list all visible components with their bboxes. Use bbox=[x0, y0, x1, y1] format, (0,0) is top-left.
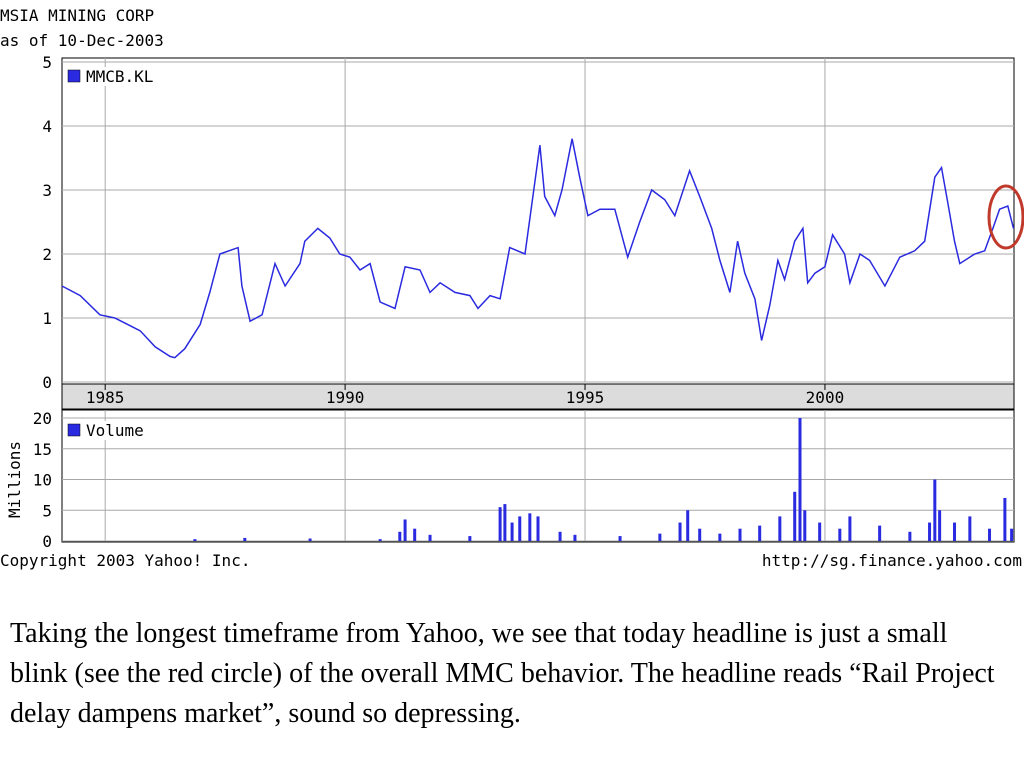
y-tick-label: 2 bbox=[42, 245, 52, 264]
chart-subtitle: as of 10-Dec-2003 bbox=[0, 31, 164, 50]
volume-bar bbox=[403, 519, 407, 541]
x-tick-label: 1985 bbox=[86, 388, 125, 407]
legend-swatch bbox=[67, 423, 81, 437]
volume-bar bbox=[243, 537, 247, 541]
chart: MSIA MINING CORP as of 10-Dec-2003 Copyr… bbox=[0, 6, 1024, 570]
volume-bar bbox=[838, 528, 842, 541]
volume-bar bbox=[308, 538, 312, 541]
y-tick-label: 15 bbox=[33, 440, 52, 459]
y-tick-label: 4 bbox=[42, 117, 52, 136]
volume-bar bbox=[1003, 497, 1007, 541]
volume-bar bbox=[503, 504, 507, 541]
volume-bar bbox=[793, 491, 797, 541]
volume-bar bbox=[378, 539, 382, 541]
volume-bar bbox=[618, 536, 622, 541]
volume-bar bbox=[428, 534, 432, 541]
legend-background bbox=[85, 67, 155, 86]
volume-bar bbox=[738, 528, 742, 541]
caption: Taking the longest timeframe from Yahoo,… bbox=[10, 618, 995, 729]
y-tick-label: 0 bbox=[42, 532, 52, 551]
volume-bar bbox=[1010, 528, 1014, 541]
plot-area bbox=[61, 57, 1015, 385]
volume-bar bbox=[193, 539, 197, 541]
x-tick-label: 1995 bbox=[566, 388, 605, 407]
y-tick-label: 20 bbox=[33, 409, 52, 428]
volume-bar bbox=[536, 516, 540, 541]
volume-bar bbox=[933, 479, 937, 541]
volume-bar bbox=[698, 528, 702, 541]
volume-bar bbox=[718, 533, 722, 541]
volume-bar bbox=[803, 510, 807, 541]
chart-title: MSIA MINING CORP bbox=[0, 6, 154, 25]
footer-right: http://sg.finance.yahoo.com bbox=[762, 551, 1022, 570]
volume-bar bbox=[848, 516, 852, 541]
volume-bar bbox=[686, 510, 690, 541]
y-tick-label: 5 bbox=[42, 501, 52, 520]
volume-bar bbox=[798, 418, 802, 541]
legend-label: Volume bbox=[86, 421, 144, 440]
price-line bbox=[61, 138, 1015, 359]
volume-bar bbox=[498, 507, 502, 541]
legend-swatch bbox=[67, 69, 81, 83]
volume-bar bbox=[908, 531, 912, 541]
volume-bar bbox=[468, 536, 472, 541]
legend-background bbox=[85, 421, 145, 440]
volume-bar bbox=[988, 528, 992, 541]
volume-bar bbox=[528, 513, 532, 541]
volume-bar bbox=[878, 525, 882, 541]
volume-bar bbox=[778, 516, 782, 541]
x-tick-label: 2000 bbox=[806, 388, 845, 407]
x-tick-label: 1990 bbox=[326, 388, 365, 407]
volume-bar bbox=[678, 522, 682, 541]
x-axis-band bbox=[61, 383, 1015, 410]
volume-bar bbox=[398, 531, 402, 541]
volume-bar bbox=[510, 522, 514, 541]
volume-bar bbox=[413, 528, 417, 541]
highlight-circle bbox=[987, 184, 1024, 250]
y-tick-label: 0 bbox=[42, 373, 52, 392]
volume-bar bbox=[518, 516, 522, 541]
y-axis-label: Millions bbox=[5, 441, 24, 518]
volume-bar bbox=[558, 531, 562, 541]
volume-bar bbox=[573, 534, 577, 541]
legend-label: MMCB.KL bbox=[86, 67, 153, 86]
volume-bar bbox=[658, 533, 662, 541]
y-tick-label: 5 bbox=[42, 53, 52, 72]
y-tick-label: 3 bbox=[42, 181, 52, 200]
volume-bar bbox=[938, 510, 942, 541]
y-tick-label: 10 bbox=[33, 471, 52, 490]
footer-left: Copyright 2003 Yahoo! Inc. bbox=[0, 551, 250, 570]
volume-bar bbox=[953, 522, 956, 541]
volume-bar bbox=[968, 516, 972, 541]
volume-bar bbox=[928, 522, 932, 541]
volume-bar bbox=[758, 525, 762, 541]
volume-bar bbox=[818, 522, 822, 541]
y-tick-label: 1 bbox=[42, 309, 52, 328]
